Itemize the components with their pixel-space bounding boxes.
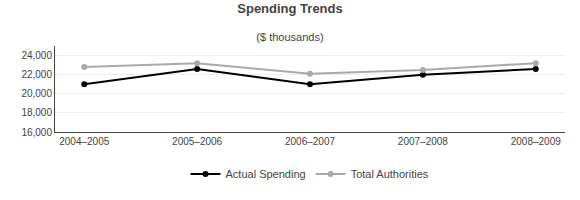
svg-text:2006–2007: 2006–2007 <box>285 136 335 147</box>
svg-text:Total Authorities: Total Authorities <box>351 168 429 180</box>
svg-text:($ thousands): ($ thousands) <box>256 31 323 43</box>
svg-text:2004–2005: 2004–2005 <box>59 136 109 147</box>
svg-text:16,000: 16,000 <box>21 127 52 138</box>
svg-text:2008–2009: 2008–2009 <box>511 136 561 147</box>
svg-text:Spending Trends: Spending Trends <box>237 1 342 16</box>
svg-text:2007–2008: 2007–2008 <box>398 136 448 147</box>
svg-text:Actual Spending: Actual Spending <box>226 168 306 180</box>
svg-text:18,000: 18,000 <box>21 107 52 118</box>
svg-text:2005–2006: 2005–2006 <box>172 136 222 147</box>
svg-text:20,000: 20,000 <box>21 88 52 99</box>
svg-text:22,000: 22,000 <box>21 69 52 80</box>
svg-text:24,000: 24,000 <box>21 50 52 61</box>
